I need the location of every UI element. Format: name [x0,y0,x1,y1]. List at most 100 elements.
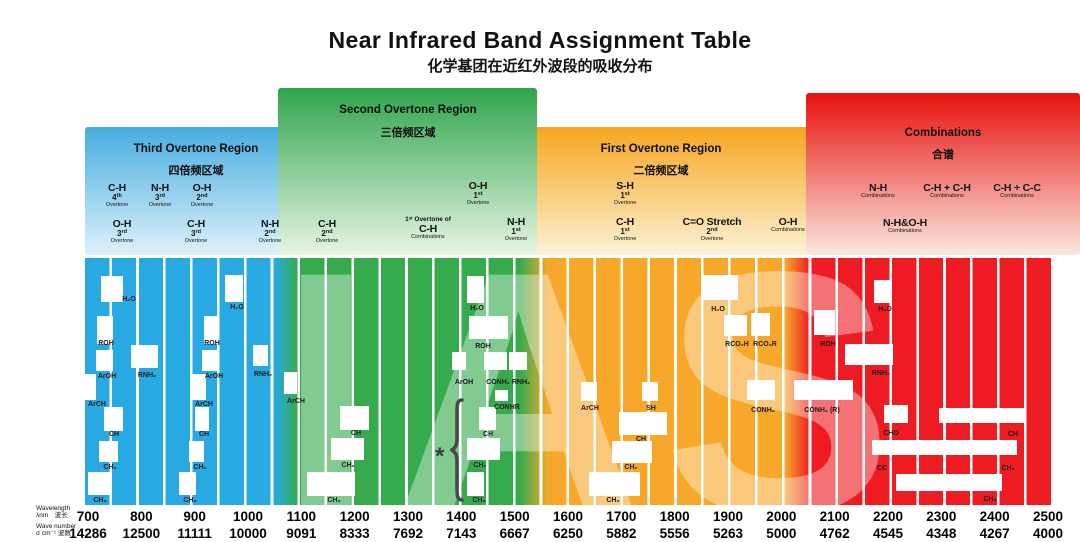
band-label: CH₂ [1001,465,1015,472]
band-block [612,441,652,463]
wavelength-tick: 2200 [872,509,904,524]
wavelength-tick: 1100 [286,509,316,524]
band-block [195,407,209,431]
wavelength-tick: 800 [130,509,153,524]
wavenumber-tick: 5882 [606,526,637,541]
band-block [189,441,204,462]
band-group-label: N-H 3rd Overtone [148,182,172,208]
band-block [191,374,206,400]
wavelength-tick: 1000 [232,509,264,524]
band-block [97,316,113,344]
band-group-label: N-H Combinations [861,182,895,200]
band-block [484,352,507,370]
band-label: CONH₂ [486,379,510,386]
band-label: ArOH [97,373,117,380]
band-group-label: S-H 1st Overtone [613,180,637,206]
wavelength-tick: 1300 [392,509,424,524]
wavelength-tick: 1600 [552,509,584,524]
band-group-label: O-H Combinations [771,216,805,234]
band-label: ArCH [581,405,599,412]
region-title-combinations: Combinations [904,127,982,139]
region-subtitle-first-overtone: 二倍频区域 [633,165,689,177]
wavenumber-caption-line1: Wave number [36,523,77,530]
region-header-third-overtone [85,127,305,255]
region-title-third-overtone: Third Overtone Region [133,143,259,155]
wavenumber-tick: 7692 [392,526,424,541]
wavenumber-tick: 6250 [552,526,584,541]
wavelength-tick: 2100 [819,509,850,524]
wavelength-tick: 1800 [659,509,690,524]
region-header-second-overtone [278,88,537,255]
wavelength-tick: 2400 [979,509,1010,524]
band-label: CONH₂ (R) [804,407,840,414]
wavenumber-tick: 14286 [69,526,107,541]
band-block [131,345,158,368]
region-header-first-overtone [490,127,832,255]
wavelength-tick: 2000 [766,509,797,524]
band-group-label: C-H 1st Overtone [613,216,637,242]
band-block [874,280,892,303]
band-block [204,316,217,344]
wavenumber-tick: 9091 [286,526,317,541]
region-subtitle-second-overtone: 三倍频区域 [380,127,436,139]
band-label: H₂O [470,305,484,312]
wavenumber-tick: 4267 [979,526,1010,541]
band-block [96,350,113,371]
wavelength-tick: 700 [76,509,100,524]
asterisk-annotation: * [435,443,445,470]
band-block [642,382,658,401]
wavenumber-tick: 4762 [819,526,850,541]
band-label: CH₃ [93,497,107,504]
band-label: ROH [820,341,836,348]
band-label: CH [1007,431,1019,438]
band-label: CH₂ [341,462,355,469]
band-block [479,407,496,430]
wavenumber-caption-line2: σ cm⁻¹ 波数 [36,530,71,538]
band-label: H₂O [122,296,136,303]
wavenumber-tick: 10000 [229,526,267,541]
band-label: CH [198,431,210,438]
band-block [896,474,1002,491]
band-group-label: 1ˢᵗ Overtone of C-H Combinations [405,216,451,240]
band-group-label: N-H&O-H Combinations [882,217,928,235]
band-label: RNH₂ [871,370,891,377]
wavenumber-tick: 8333 [339,526,370,541]
wavelength-axis-caption: Wavelength λnm 波长 [36,505,70,519]
wavelength-tick: 2300 [926,509,957,524]
band-block [467,276,484,303]
band-block [99,441,118,462]
band-block [509,352,527,370]
band-block [467,438,500,460]
band-label: CH₂ [103,464,117,471]
band-block [284,372,297,394]
band-label: RNH₂ [253,371,273,378]
band-group-label: N-H 2nd Overtone [258,218,282,244]
page-subtitle: 化学基团在近红外波段的吸收分布 [427,58,653,75]
band-label: RNH₂ [511,379,531,386]
wavenumber-tick: 11111 [177,526,212,541]
wavelength-tick: 1200 [339,509,370,524]
wavelength-caption-line2: λnm 波长 [36,512,68,520]
region-subtitle-third-overtone: 四倍频区域 [168,165,224,177]
wavenumber-axis-caption: Wave number σ cm⁻¹ 波数 [36,523,76,537]
band-block [452,352,466,370]
watermark-text: IAS [278,258,914,505]
band-label: CH₃ [327,497,341,504]
band-label: ROH [98,340,114,347]
band-block [331,438,364,460]
region-title-first-overtone: First Overtone Region [600,143,722,155]
band-group-label: C=O Stretch 2nd Overtone [682,216,742,242]
band-block [872,440,952,455]
band-group-label: C-H 3rd Overtone [184,218,208,244]
band-group-label: C-H 4th Overtone [105,182,129,208]
wavelength-tick: 1900 [712,509,744,524]
band-group-label: N-H 1st Overtone [504,216,528,242]
band-block [751,313,770,336]
band-block [202,350,219,371]
wavelength-caption-line1: Wavelength [36,505,71,512]
band-label: H₂O [711,306,725,313]
band-block [589,472,640,496]
band-block [939,408,1025,423]
wavelength-tick: 1700 [606,509,637,524]
